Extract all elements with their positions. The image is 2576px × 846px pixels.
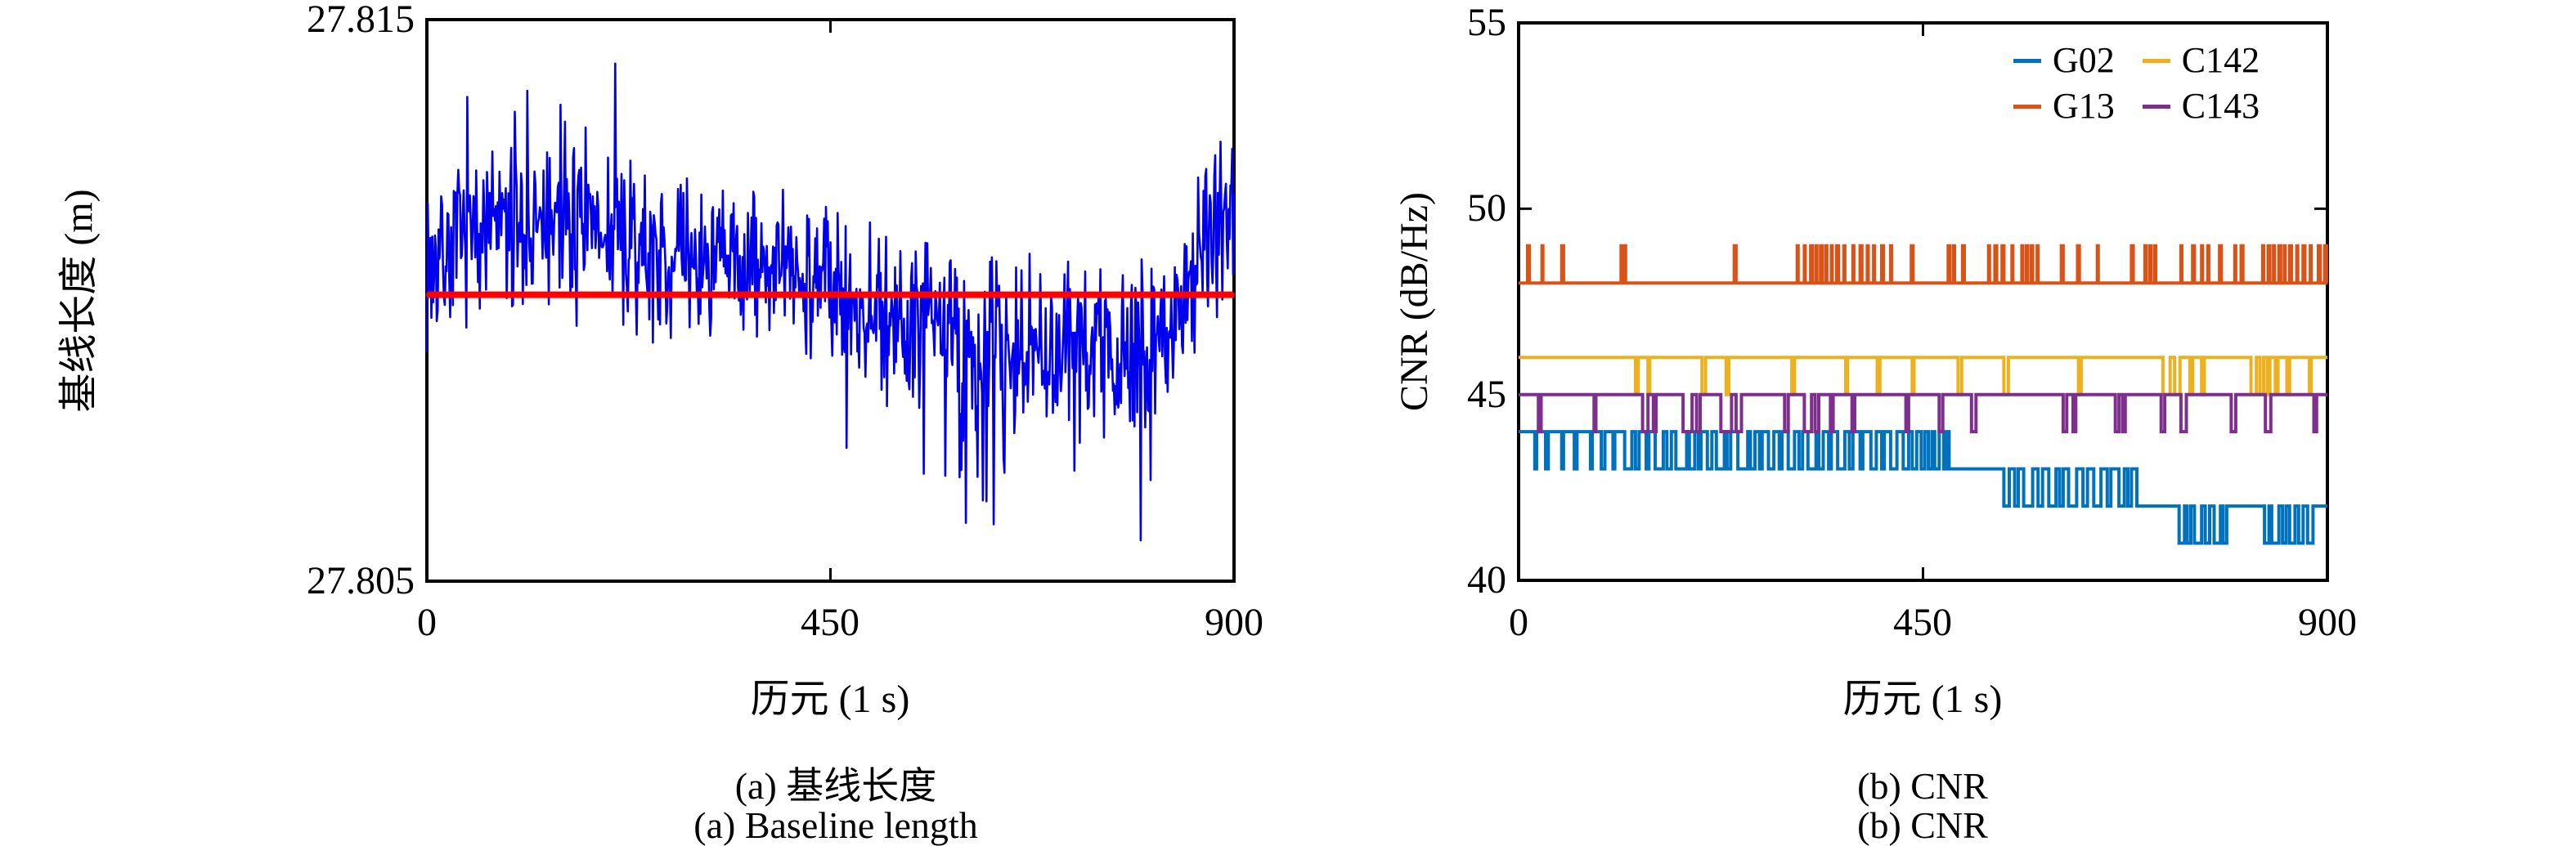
left-caption-en: (a) Baseline length (693, 804, 978, 846)
left-xtick-450: 450 (801, 601, 859, 644)
right-caption-b1: (b) CNR (1857, 765, 1988, 807)
c143-line (1519, 392, 2327, 434)
legend-label-g02: G02 (2053, 40, 2115, 80)
left-y-axis-label: 基线长度 (m) (57, 189, 101, 413)
legend-item-c143: C143 (2142, 83, 2260, 129)
g02-line-swatch (2013, 58, 2041, 63)
legend-label-c143: C143 (2181, 86, 2260, 126)
left-xtick-900: 900 (1205, 601, 1263, 644)
g02-line (1519, 430, 2327, 545)
right-ytick-45: 45 (1467, 373, 1506, 416)
legend-item-c142: C142 (2142, 38, 2260, 83)
legend-label-c142: C142 (2181, 40, 2260, 80)
left-xtick-0: 0 (417, 601, 437, 644)
right-xtick-900: 900 (2298, 601, 2357, 644)
right-ytick-50: 50 (1467, 186, 1506, 230)
left-ytick-bottom: 27.805 (307, 559, 415, 602)
left-caption-zh: (a) 基线长度 (734, 765, 937, 807)
legend-label-g13: G13 (2053, 86, 2115, 126)
c143-line-swatch (2142, 104, 2170, 109)
baseline-length-line (425, 62, 1236, 542)
left-ytick-top: 27.815 (307, 0, 415, 41)
c142-line-swatch (2142, 58, 2170, 63)
right-ytick-40: 40 (1467, 558, 1506, 602)
g13-line (1519, 244, 2328, 285)
right-y-axis-label: CNR (dB/Hz) (1393, 192, 1436, 411)
right-caption-b2: (b) CNR (1857, 804, 1988, 846)
cnr-legend: G02 G13 C142 C143 (2013, 38, 2260, 129)
left-x-axis-label: 历元 (1 s) (750, 678, 910, 721)
right-ytick-55: 55 (1467, 1, 1506, 44)
right-x-axis-label: 历元 (1 s) (1842, 678, 2003, 721)
right-xtick-450: 450 (1893, 601, 1952, 644)
baseline-length-plot (425, 18, 1236, 583)
legend-item-g13: G13 (2013, 83, 2115, 129)
legend-item-g02: G02 (2013, 38, 2115, 83)
cnr-plot (1517, 21, 2329, 582)
c142-line (1519, 356, 2327, 396)
right-xtick-0: 0 (1509, 601, 1528, 644)
g13-line-swatch (2013, 104, 2041, 109)
